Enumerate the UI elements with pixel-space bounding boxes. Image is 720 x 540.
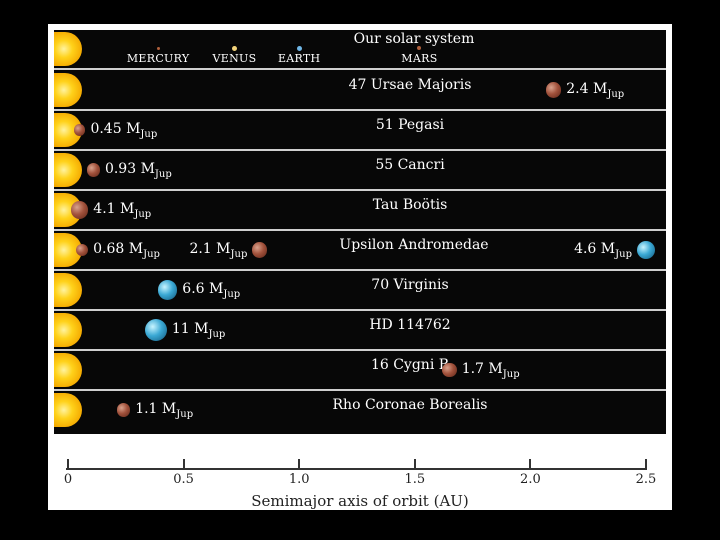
planet-mass-label: 4.1 MJup: [93, 201, 151, 220]
sun-icon: [54, 153, 82, 187]
x-tick: [645, 459, 647, 470]
system-row: 51 Pegasi 0.45 MJup: [54, 111, 666, 151]
system-name: Rho Coronae Borealis: [332, 397, 488, 413]
plot-area: Our solar system MERCURY VENUS EARTH MARS 47 …: [54, 30, 666, 434]
mass-unit-subscript: Jup: [140, 129, 158, 140]
mass-unit-subscript: Jup: [143, 249, 160, 260]
planet-marker: [545, 82, 562, 98]
solar-system-row: Our solar system MERCURY VENUS EARTH MARS: [54, 30, 666, 70]
x-tick-label: 0.5: [173, 472, 194, 487]
mass-unit-subscript: Jup: [176, 409, 194, 420]
solar-planet-mercury: [156, 46, 160, 50]
mass-value: 1.7 M: [461, 361, 503, 377]
system-row: Rho Coronae Borealis 1.1 MJup: [54, 391, 666, 429]
planet-mass-label: 0.93 MJup: [105, 161, 172, 180]
sun-icon: [54, 313, 82, 347]
mass-unit-subscript: Jup: [134, 209, 152, 220]
solar-planet-label: MARS: [401, 52, 438, 65]
x-tick-label: 1.5: [404, 472, 426, 487]
mass-value: 1.1 M: [135, 401, 177, 417]
mass-value: 0.68 M: [93, 241, 144, 257]
planet-mass-label: 0.68 MJup: [93, 241, 160, 260]
x-tick-label: 2.0: [520, 472, 541, 487]
mass-value: 11 M: [171, 321, 209, 337]
mass-unit-subscript: Jup: [230, 249, 248, 260]
solar-planet-mars: [417, 46, 422, 50]
planet-marker: [636, 240, 655, 259]
sun-icon: [54, 273, 82, 307]
mass-value: 6.6 M: [182, 281, 224, 297]
system-name: 55 Cancri: [375, 157, 445, 173]
planet-mass-label: 6.6 MJup: [182, 281, 240, 300]
planet-mass-label: 11 MJup: [172, 321, 225, 340]
system-name: Our solar system: [353, 31, 475, 47]
system-row: Upsilon Andromedae 0.68 MJup 2.1 MJup 4.6 M…: [54, 231, 666, 271]
solar-planet-venus: [231, 45, 237, 51]
system-row: 16 Cygni B 1.7 MJup: [54, 351, 666, 391]
system-name: Upsilon Andromedae: [339, 237, 489, 253]
x-tick-label: 0: [63, 472, 73, 487]
planet-mass-label: 1.1 MJup: [135, 401, 193, 420]
planet-mass-label: 0.45 MJup: [90, 121, 157, 140]
x-tick-label: 1.0: [288, 472, 310, 487]
x-axis: Semimajor axis of orbit (AU) 0 0.5 1.0 1.5 2…: [48, 434, 672, 510]
system-name: Tau Boötis: [372, 197, 448, 213]
planet-marker: [116, 403, 131, 417]
mass-value: 4.1 M: [93, 201, 135, 217]
planet-marker: [70, 201, 89, 219]
mass-value: 2.1 M: [189, 241, 231, 257]
x-tick-label: 2.5: [635, 472, 657, 487]
planet-marker: [252, 242, 268, 258]
sun-icon: [54, 32, 82, 66]
system-row: 55 Cancri 0.93 MJup: [54, 151, 666, 191]
planet-marker: [86, 163, 100, 177]
mass-unit-subscript: Jup: [223, 289, 241, 300]
system-name: 51 Pegasi: [375, 117, 445, 133]
planet-marker: [75, 243, 89, 257]
solar-planet-label: MERCURY: [126, 52, 190, 65]
system-name: 16 Cygni B: [370, 357, 450, 373]
sun-icon: [54, 353, 82, 387]
x-tick: [298, 459, 301, 470]
planet-mass-label: 2.4 MJup: [566, 81, 624, 100]
mass-unit-subscript: Jup: [615, 249, 632, 260]
mass-unit-subscript: Jup: [502, 369, 520, 380]
mass-unit-subscript: Jup: [208, 329, 226, 340]
mass-value: 4.6 M: [574, 241, 616, 257]
planet-marker: [442, 362, 457, 378]
x-axis-label: Semimajor axis of orbit (AU): [251, 492, 469, 510]
mass-value: 0.93 M: [104, 161, 155, 177]
system-row: Tau Boötis 4.1 MJup: [54, 191, 666, 231]
system-name: HD 114762: [369, 317, 451, 333]
planet-mass-label: 2.1 MJup: [189, 241, 247, 260]
mass-unit-subscript: Jup: [154, 169, 172, 180]
sun-icon: [54, 73, 82, 107]
system-row: HD 114762 11 MJup: [54, 311, 666, 351]
planet-marker: [157, 280, 178, 300]
mass-value: 0.45 M: [90, 121, 141, 137]
system-row: 47 Ursae Majoris 2.4 MJup: [54, 71, 666, 111]
planet-marker: [73, 124, 86, 136]
system-name: 47 Ursae Majoris: [348, 77, 472, 93]
x-tick: [182, 459, 185, 470]
figure-frame: Our solar system MERCURY VENUS EARTH MARS 47 …: [48, 24, 672, 510]
planet-marker: [144, 319, 167, 341]
solar-planet-label: VENUS: [212, 52, 257, 65]
mass-unit-subscript: Jup: [607, 89, 625, 100]
x-tick: [67, 459, 69, 470]
x-tick: [529, 459, 532, 470]
x-axis-line: [66, 468, 646, 470]
solar-planet-label: EARTH: [277, 52, 321, 65]
solar-planet-earth: [296, 45, 302, 51]
system-name: 70 Virginis: [371, 277, 449, 293]
planet-mass-label: 4.6 MJup: [574, 241, 632, 260]
system-row: 70 Virginis 6.6 MJup: [54, 271, 666, 311]
sun-icon: [54, 393, 82, 427]
planet-mass-label: 1.7 MJup: [462, 361, 520, 380]
mass-value: 2.4 M: [566, 81, 608, 97]
x-tick: [413, 459, 416, 470]
